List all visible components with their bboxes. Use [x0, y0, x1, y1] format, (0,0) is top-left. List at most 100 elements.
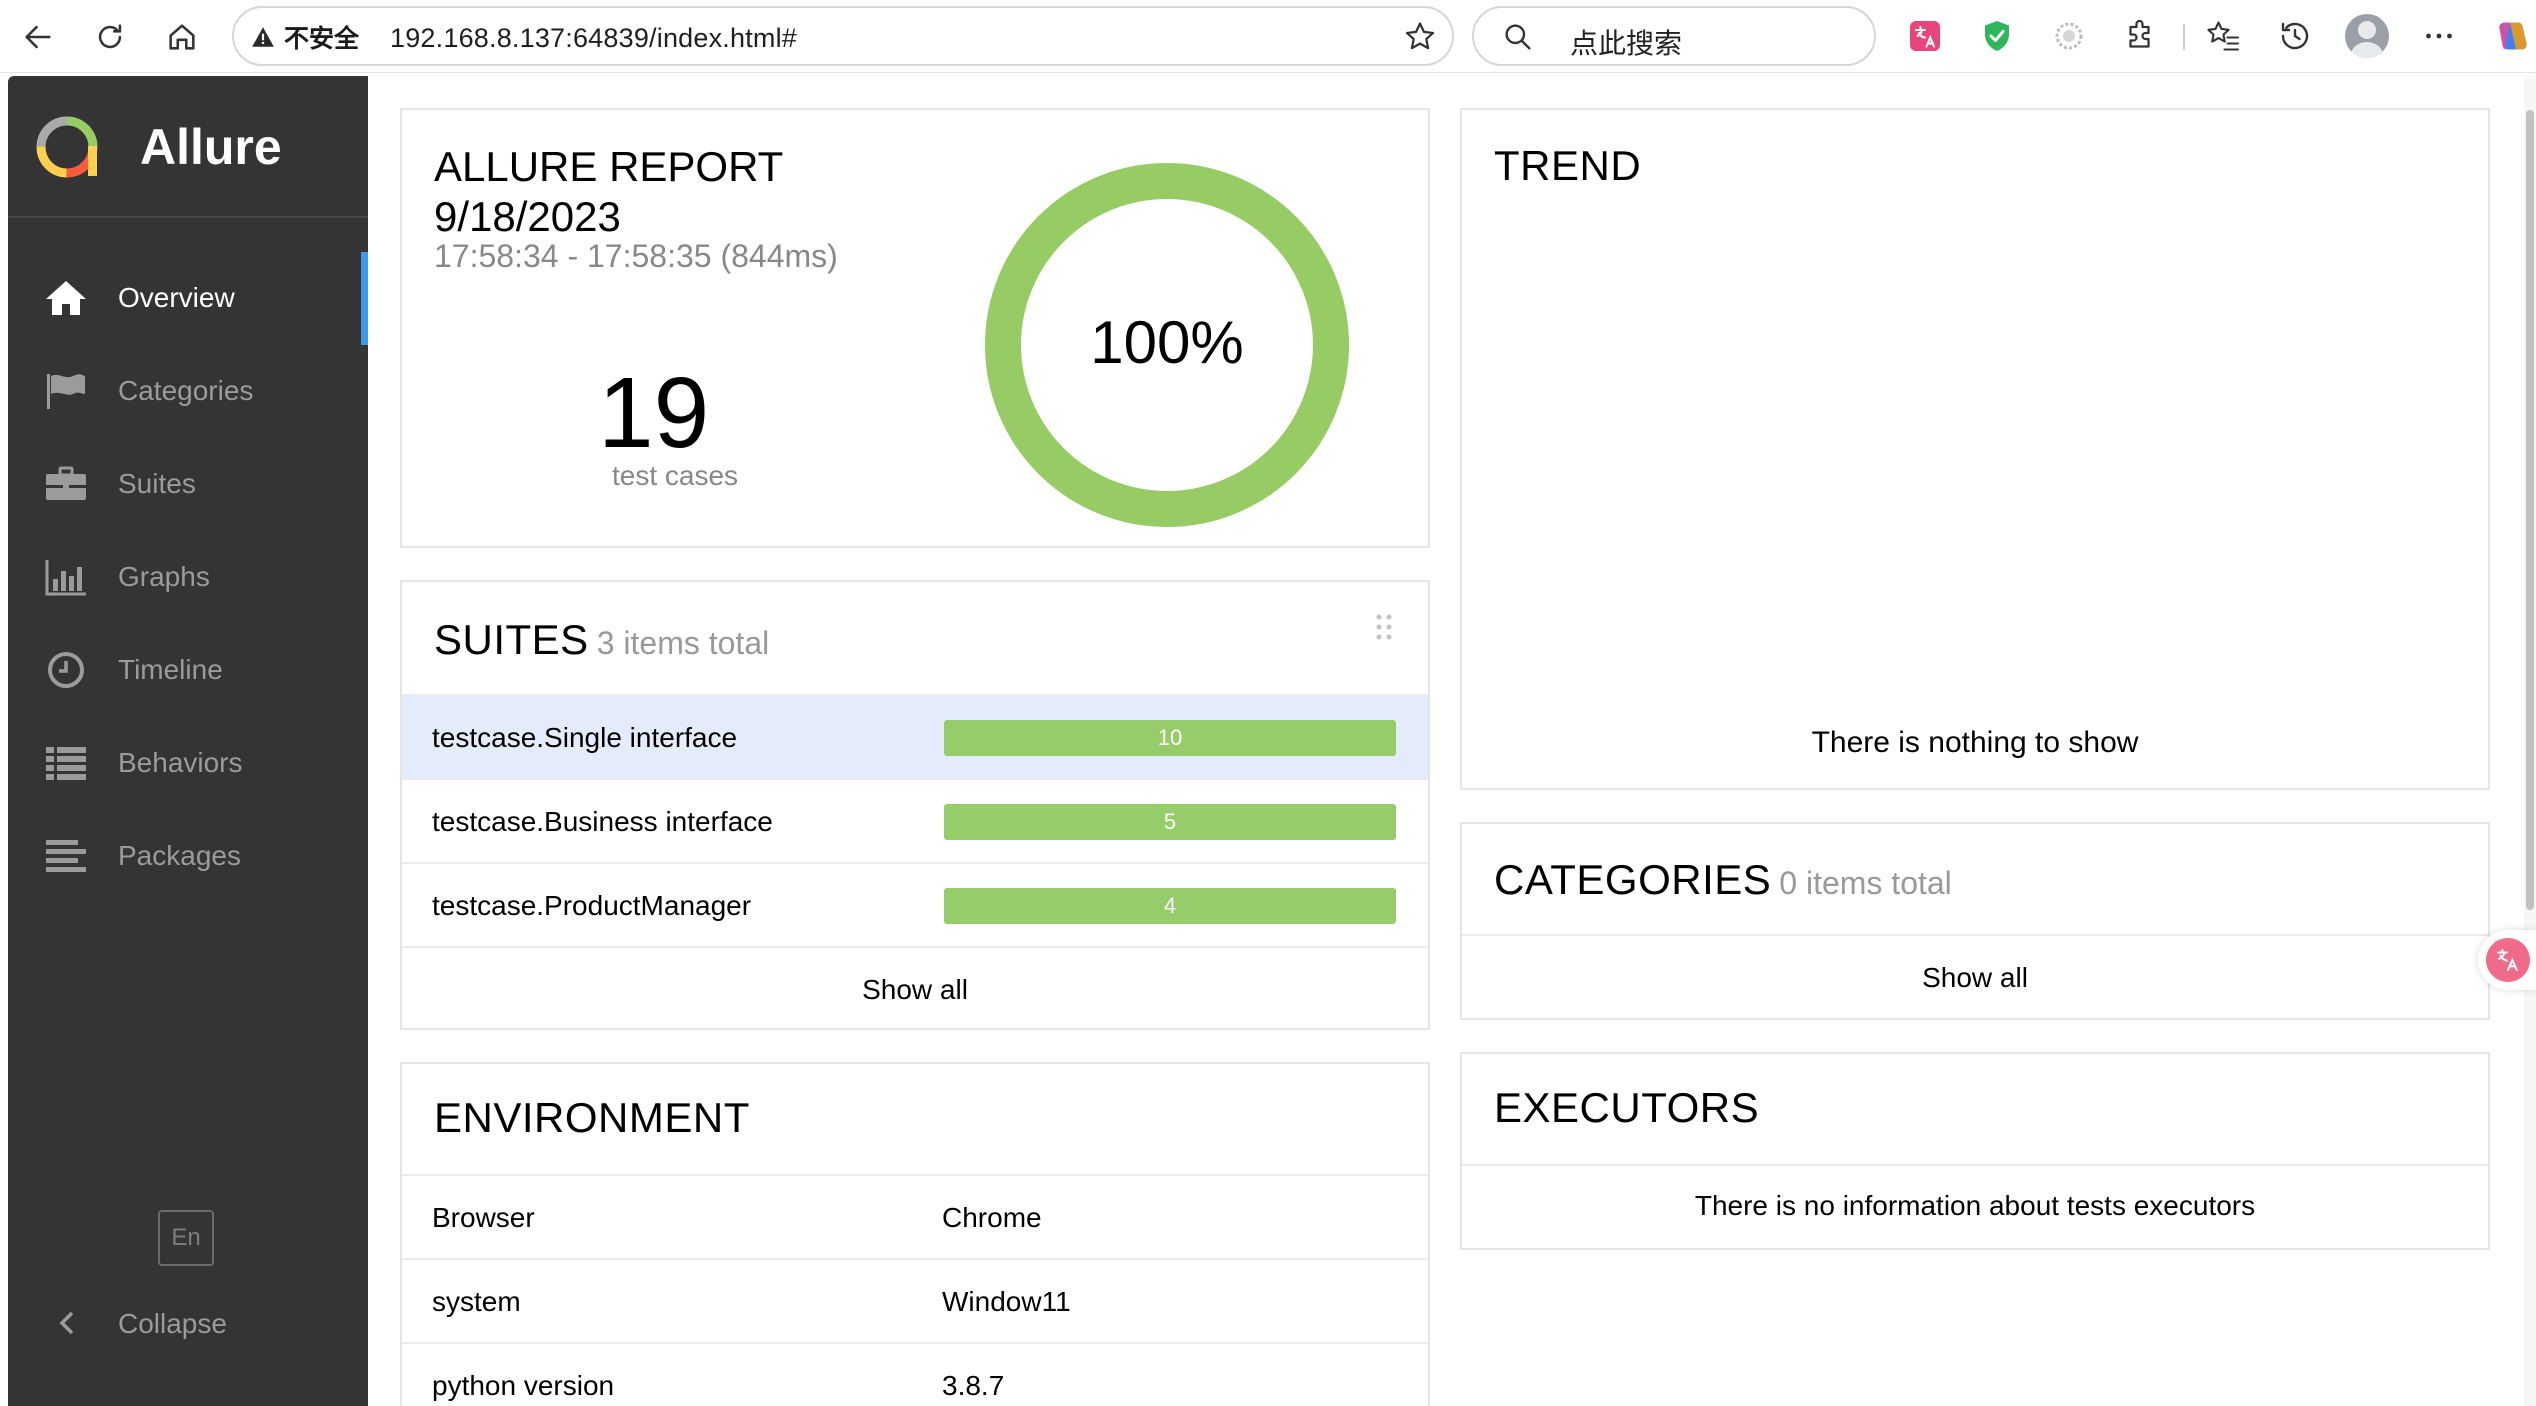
sidebar-item-label: Timeline — [118, 654, 223, 685]
suites-show-all-link[interactable]: Show all — [402, 946, 1428, 1030]
report-date: 9/18/2023 — [434, 193, 621, 240]
arrow-left-icon — [25, 25, 51, 49]
toolbar-separator — [2183, 24, 2185, 50]
sidebar-item-timeline[interactable]: Timeline — [8, 624, 368, 717]
trend-widget: TREND There is nothing to show — [1460, 108, 2490, 790]
floating-translate-icon — [2486, 938, 2530, 982]
translate-icon — [1910, 21, 1940, 51]
suite-name: testcase.ProductManager — [432, 890, 752, 921]
executors-empty-row: There is no information about tests exec… — [1462, 1164, 2488, 1250]
align-left-icon — [44, 836, 88, 876]
suite-row[interactable]: testcase.Business interface 5 — [402, 778, 1428, 862]
sidebar: Allure Overview Categories Suites — [8, 76, 368, 1406]
sidebar-item-label: Categories — [118, 375, 254, 406]
environment-value: Window11 — [942, 1286, 1071, 1317]
environment-key: python version — [432, 1370, 615, 1401]
pass-rate-label: 100% — [1090, 309, 1243, 376]
environment-row: Browser Chrome — [402, 1174, 1428, 1258]
star-outline-icon[interactable] — [1402, 19, 1438, 55]
brand[interactable]: Allure — [8, 76, 368, 218]
allure-logo-icon — [36, 116, 98, 178]
trend-title: TREND — [1494, 142, 1642, 189]
sidebar-item-categories[interactable]: Categories — [8, 345, 368, 438]
executors-empty-message: There is no information about tests exec… — [1694, 1190, 2256, 1221]
briefcase-icon — [44, 464, 88, 504]
environment-value: 3.8.7 — [942, 1370, 1005, 1401]
suite-row[interactable]: testcase.Single interface 10 — [402, 694, 1428, 778]
clock-icon — [44, 650, 88, 690]
scrollbar-thumb[interactable] — [2526, 110, 2534, 910]
environment-row: system Window11 — [402, 1258, 1428, 1342]
report-title: ALLURE REPORT 9/18/2023 — [434, 142, 783, 242]
report-name: ALLURE REPORT — [434, 143, 784, 190]
back-button[interactable] — [14, 13, 62, 61]
circle-extension-icon — [2055, 22, 2083, 50]
history-button[interactable] — [2276, 17, 2314, 55]
categories-count: 0 items total — [1779, 865, 1952, 901]
sidebar-item-label: Packages — [118, 840, 241, 871]
floating-translate-button[interactable] — [2478, 930, 2536, 990]
search-placeholder: 点此搜索 — [1570, 28, 1683, 59]
flag-icon — [44, 371, 88, 411]
sidebar-item-behaviors[interactable]: Behaviors — [8, 717, 368, 810]
more-dots-icon — [2426, 33, 2452, 39]
address-bar[interactable]: 不安全 192.168.8.137:64839/index.html# — [232, 6, 1454, 66]
warning-icon — [252, 27, 274, 47]
home-button[interactable] — [158, 13, 206, 61]
history-icon — [2281, 22, 2309, 50]
categories-title-text: CATEGORIES — [1494, 856, 1772, 903]
pass-rate-donut[interactable]: 100% — [982, 160, 1352, 530]
bar-chart-icon — [44, 557, 88, 597]
report-time-range: 17:58:34 - 17:58:35 (844ms) — [434, 238, 838, 274]
security-indicator[interactable]: 不安全 — [250, 20, 359, 54]
shield-extension-button[interactable] — [1978, 17, 2016, 55]
language-switch-button[interactable]: En — [158, 1210, 214, 1266]
suites-title: SUITES 3 items total — [434, 616, 769, 664]
suite-row[interactable]: testcase.ProductManager 4 — [402, 862, 1428, 946]
favorites-button[interactable] — [2204, 17, 2242, 55]
sidebar-item-label: Behaviors — [118, 747, 243, 778]
search-box[interactable]: 点此搜索 — [1472, 6, 1876, 66]
suite-name: testcase.Business interface — [432, 806, 773, 837]
sidebar-item-label: Suites — [118, 468, 196, 499]
sidebar-item-overview[interactable]: Overview — [8, 252, 368, 345]
sidebar-item-label: Overview — [118, 282, 235, 313]
url-text[interactable]: 192.168.8.137:64839/index.html# — [390, 23, 798, 53]
home-outline-icon — [169, 24, 195, 50]
donut-passed-arc — [985, 163, 1349, 527]
brand-name: Allure — [140, 119, 282, 175]
sidebar-item-suites[interactable]: Suites — [8, 438, 368, 531]
copilot-button[interactable] — [2494, 17, 2532, 55]
more-menu-button[interactable] — [2420, 17, 2458, 55]
collapse-button[interactable]: Collapse — [8, 1294, 368, 1354]
refresh-icon — [98, 24, 122, 49]
drag-handle-icon[interactable] — [1374, 612, 1394, 642]
suite-passed-bar: 5 — [944, 804, 1396, 840]
environment-key: Browser — [432, 1202, 535, 1233]
puzzle-icon — [2129, 19, 2150, 48]
security-label: 不安全 — [284, 25, 360, 53]
copilot-icon — [2499, 22, 2527, 50]
environment-value: Chrome — [942, 1202, 1042, 1233]
test-case-count: 19 — [598, 357, 710, 469]
categories-show-all-link[interactable]: Show all — [1462, 934, 2488, 1018]
categories-widget: CATEGORIES 0 items total Show all — [1460, 822, 2490, 1020]
executors-title: EXECUTORS — [1494, 1084, 1760, 1131]
profile-avatar-icon[interactable] — [2345, 14, 2389, 58]
refresh-button[interactable] — [86, 13, 134, 61]
translate-extension-button[interactable] — [1906, 17, 1944, 55]
suites-widget: SUITES 3 items total testcase.Single inte… — [400, 580, 1430, 1030]
list-icon — [44, 743, 88, 783]
sidebar-item-graphs[interactable]: Graphs — [8, 531, 368, 624]
environment-widget: ENVIRONMENT Browser Chrome system Window… — [400, 1062, 1430, 1406]
test-case-count-label: test cases — [612, 460, 739, 491]
trend-empty-message: There is nothing to show — [1811, 726, 2139, 759]
extensions-button[interactable] — [2122, 17, 2160, 55]
executors-widget: EXECUTORS There is no information about … — [1460, 1052, 2490, 1250]
home-icon — [44, 278, 88, 318]
collapse-label: Collapse — [118, 1308, 227, 1339]
sidebar-item-packages[interactable]: Packages — [8, 810, 368, 903]
environment-title: ENVIRONMENT — [434, 1094, 750, 1141]
grey-extension-button[interactable] — [2050, 17, 2088, 55]
